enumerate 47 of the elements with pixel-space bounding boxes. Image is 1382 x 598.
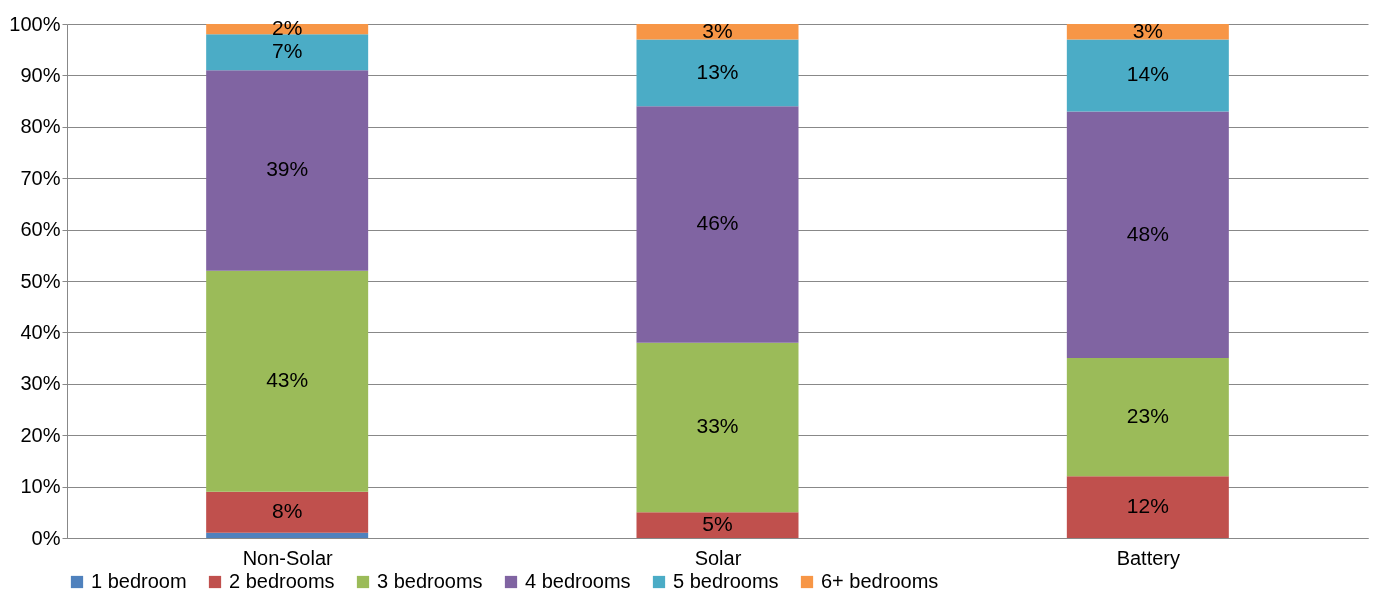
y-tick-label: 30% — [20, 372, 61, 395]
data-label: 43% — [266, 368, 309, 392]
y-tick-label: 80% — [20, 115, 61, 138]
bar — [1066, 111, 1229, 359]
y-tick-label: 70% — [20, 166, 61, 189]
data-label: 33% — [696, 414, 739, 438]
bar — [1066, 476, 1229, 538]
data-label: 23% — [1126, 404, 1169, 428]
legend-label: 1 bedroom — [91, 570, 187, 592]
data-label: 46% — [696, 211, 739, 235]
data-label: 3% — [702, 18, 733, 42]
bar — [1066, 358, 1229, 477]
bar — [636, 512, 799, 538]
y-tick-label: 100% — [9, 12, 61, 35]
bar — [206, 34, 369, 71]
legend-label: 3 bedrooms — [377, 570, 483, 592]
data-label: 39% — [266, 157, 309, 181]
bar — [636, 342, 799, 513]
bar — [636, 39, 799, 107]
y-tick-label: 10% — [20, 475, 61, 498]
data-label: 3% — [1132, 18, 1164, 42]
x-tick-label: Non-Solar — [242, 546, 334, 569]
legend-label: 6+ bedrooms — [821, 570, 939, 592]
data-label: 13% — [696, 59, 739, 83]
data-label: 48% — [1126, 221, 1169, 245]
data-label: 5% — [702, 512, 733, 536]
bar — [206, 491, 369, 533]
y-tick-label: 20% — [20, 423, 61, 446]
data-label: 14% — [1126, 62, 1169, 86]
x-tick-label: Solar — [694, 546, 742, 569]
bar — [206, 270, 369, 492]
y-tick-label: 0% — [31, 526, 61, 549]
legend-label: 2 bedrooms — [229, 570, 335, 592]
data-label: 12% — [1126, 494, 1169, 518]
x-tick-label: Battery — [1116, 546, 1181, 569]
legend-label: 5 bedrooms — [673, 570, 779, 592]
bar — [206, 532, 369, 538]
bar — [206, 70, 369, 271]
y-tick-label: 40% — [20, 320, 61, 343]
data-label: 7% — [271, 39, 303, 63]
legend-label: 4 bedrooms — [525, 570, 631, 592]
y-tick-label: 50% — [20, 269, 61, 292]
data-label: 8% — [271, 499, 303, 523]
y-tick-label: 60% — [20, 218, 61, 241]
bar — [1066, 39, 1229, 112]
y-tick-label: 90% — [20, 63, 61, 86]
bar — [636, 106, 799, 343]
